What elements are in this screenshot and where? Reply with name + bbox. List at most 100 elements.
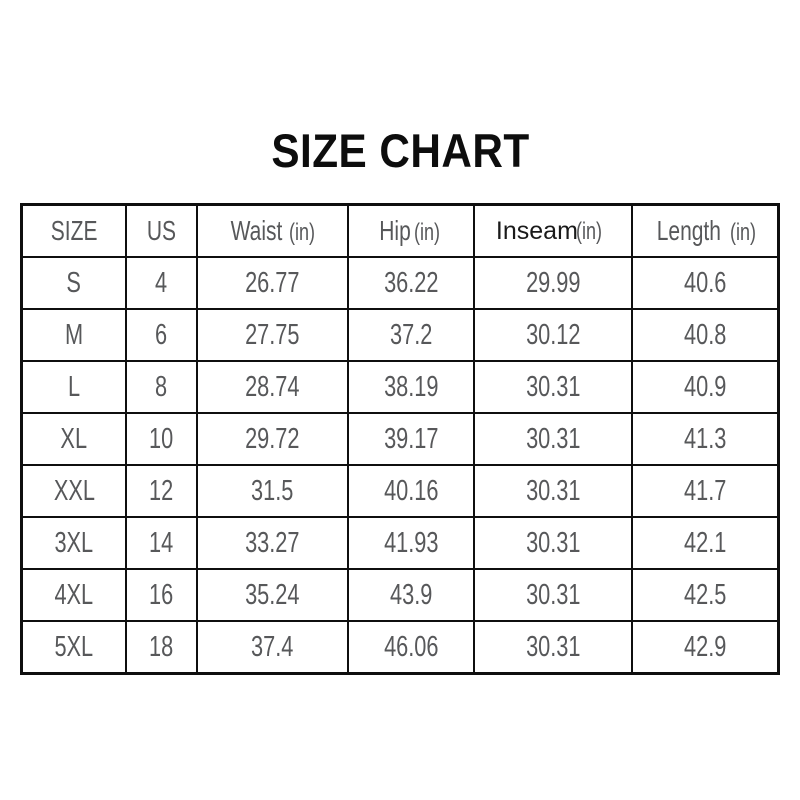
cell-value: 39.17 xyxy=(383,422,439,455)
cell-length: 41.3 xyxy=(631,412,780,466)
table-row: L 8 28.74 38.19 30.31 40.9 xyxy=(20,360,780,414)
cell-hip: 39.17 xyxy=(346,412,476,466)
cell-value: 4XL xyxy=(54,578,94,611)
cell-value: 36.22 xyxy=(383,266,439,299)
cell-waist: 29.72 xyxy=(196,412,349,466)
cell-size: XXL xyxy=(20,464,127,518)
cell-value: S xyxy=(66,266,82,299)
cell-value: 33.27 xyxy=(245,526,300,559)
cell-waist: 37.4 xyxy=(196,620,349,675)
header-size-label: SIZE xyxy=(50,215,98,246)
cell-value: 12 xyxy=(149,474,174,507)
page-title-text: SIZE CHART xyxy=(270,124,530,177)
header-us-label: US xyxy=(146,215,177,246)
header-waist-label: Waist xyxy=(230,215,282,246)
header-length-unit: (in) xyxy=(729,219,756,246)
cell-value: 18 xyxy=(149,630,174,663)
cell-value: 31.5 xyxy=(251,474,294,507)
cell-value: 40.8 xyxy=(684,318,727,351)
cell-value: 35.24 xyxy=(245,578,300,611)
cell-value: 27.75 xyxy=(245,318,300,351)
table-row: XL 10 29.72 39.17 30.31 41.3 xyxy=(20,412,780,466)
cell-us: 8 xyxy=(124,360,199,414)
cell-value: 16 xyxy=(149,578,174,611)
table-row: 4XL 16 35.24 43.9 30.31 42.5 xyxy=(20,568,780,622)
header-cell-length: Length (in) xyxy=(631,203,780,258)
cell-inseam: 30.31 xyxy=(473,620,634,675)
cell-hip: 46.06 xyxy=(346,620,476,675)
cell-value: 29.72 xyxy=(245,422,300,455)
cell-value: 14 xyxy=(149,526,174,559)
cell-us: 14 xyxy=(124,516,199,570)
cell-value: 40.16 xyxy=(383,474,439,507)
header-cell-size: SIZE xyxy=(20,203,127,258)
cell-length: 42.5 xyxy=(631,568,780,622)
cell-value: L xyxy=(67,370,81,403)
cell-value: 37.2 xyxy=(389,318,433,351)
cell-value: 3XL xyxy=(54,526,94,559)
cell-value: 30.31 xyxy=(526,630,581,663)
cell-inseam: 30.31 xyxy=(473,360,634,414)
table-header-row: SIZE US Waist (in) Hip (in) Inseam(in) Len… xyxy=(20,203,780,258)
cell-us: 6 xyxy=(124,308,199,362)
cell-value: 43.9 xyxy=(389,578,433,611)
cell-size: L xyxy=(20,360,127,414)
cell-size: M xyxy=(20,308,127,362)
cell-value: 42.1 xyxy=(684,526,727,559)
cell-value: 29.99 xyxy=(526,266,581,299)
cell-length: 40.8 xyxy=(631,308,780,362)
cell-size: 4XL xyxy=(20,568,127,622)
cell-value: 4 xyxy=(155,266,168,299)
size-chart-table: SIZE US Waist (in) Hip (in) Inseam(in) Len… xyxy=(20,203,780,675)
header-cell-hip: Hip (in) xyxy=(346,203,476,258)
cell-waist: 33.27 xyxy=(196,516,349,570)
cell-us: 18 xyxy=(124,620,199,675)
page-title: SIZE CHART xyxy=(0,127,800,174)
header-hip-unit: (in) xyxy=(413,219,440,246)
cell-waist: 26.77 xyxy=(196,256,349,310)
cell-hip: 38.19 xyxy=(346,360,476,414)
header-inseam-unit: (in) xyxy=(575,217,602,245)
cell-hip: 40.16 xyxy=(346,464,476,518)
cell-value: 30.31 xyxy=(526,578,581,611)
cell-size: 3XL xyxy=(20,516,127,570)
header-inseam-label: Inseam xyxy=(495,216,578,245)
cell-inseam: 30.12 xyxy=(473,308,634,362)
cell-us: 10 xyxy=(124,412,199,466)
cell-value: 40.9 xyxy=(684,370,727,403)
cell-value: 30.12 xyxy=(526,318,581,351)
cell-inseam: 30.31 xyxy=(473,568,634,622)
cell-value: 42.9 xyxy=(684,630,727,663)
header-cell-inseam: Inseam(in) xyxy=(473,203,634,258)
cell-us: 4 xyxy=(124,256,199,310)
cell-size: 5XL xyxy=(20,620,127,675)
cell-value: XXL xyxy=(53,474,95,507)
cell-size: XL xyxy=(20,412,127,466)
cell-value: M xyxy=(64,318,84,351)
cell-length: 40.6 xyxy=(631,256,780,310)
cell-inseam: 30.31 xyxy=(473,412,634,466)
cell-hip: 36.22 xyxy=(346,256,476,310)
cell-inseam: 29.99 xyxy=(473,256,634,310)
cell-value: 26.77 xyxy=(245,266,300,299)
table-row: XXL 12 31.5 40.16 30.31 41.7 xyxy=(20,464,780,518)
table-row: M 6 27.75 37.2 30.12 40.8 xyxy=(20,308,780,362)
cell-length: 42.1 xyxy=(631,516,780,570)
cell-value: 41.3 xyxy=(684,422,727,455)
header-waist-unit: (in) xyxy=(288,219,315,246)
cell-length: 42.9 xyxy=(631,620,780,675)
cell-value: 42.5 xyxy=(684,578,727,611)
cell-value: XL xyxy=(60,422,88,455)
cell-inseam: 30.31 xyxy=(473,516,634,570)
cell-value: 30.31 xyxy=(526,474,581,507)
cell-value: 40.6 xyxy=(684,266,727,299)
cell-value: 8 xyxy=(155,370,168,403)
cell-value: 41.7 xyxy=(684,474,727,507)
cell-value: 10 xyxy=(149,422,174,455)
table-row: 5XL 18 37.4 46.06 30.31 42.9 xyxy=(20,620,780,675)
cell-value: 46.06 xyxy=(383,630,439,663)
cell-hip: 43.9 xyxy=(346,568,476,622)
header-cell-waist: Waist (in) xyxy=(196,203,349,258)
table-row: 3XL 14 33.27 41.93 30.31 42.1 xyxy=(20,516,780,570)
header-cell-us: US xyxy=(124,203,199,258)
